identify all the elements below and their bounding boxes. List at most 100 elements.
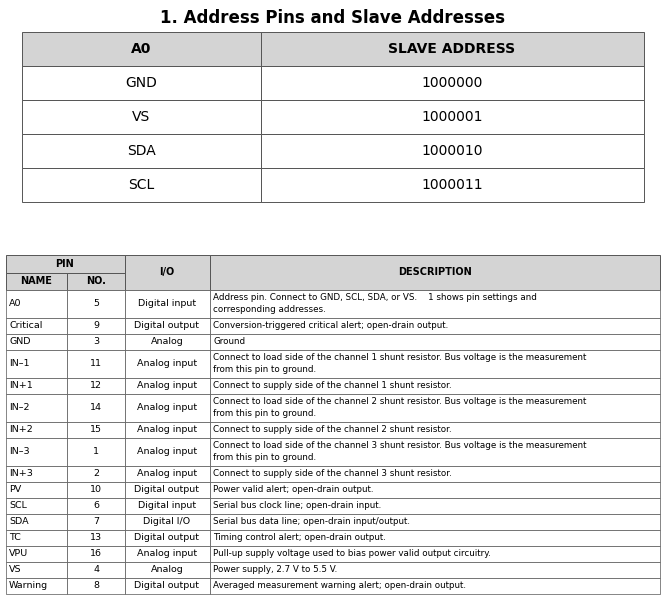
- Text: Ground: Ground: [213, 337, 245, 346]
- Text: Analog input: Analog input: [137, 403, 197, 412]
- Text: TC: TC: [9, 533, 21, 542]
- Bar: [6, 438, 67, 466]
- Text: Conversion-triggered critical alert; open-drain output.: Conversion-triggered critical alert; ope…: [213, 321, 448, 331]
- Text: Connect to load side of the channel 3 shunt resistor. Bus voltage is the measure: Connect to load side of the channel 3 sh…: [213, 442, 587, 451]
- Bar: [22, 66, 261, 100]
- Bar: [125, 318, 210, 334]
- Bar: [6, 530, 67, 546]
- Bar: [125, 438, 210, 466]
- Bar: [67, 350, 125, 378]
- Bar: [67, 466, 125, 482]
- Bar: [261, 100, 644, 134]
- Bar: [261, 134, 644, 168]
- Bar: [22, 168, 261, 202]
- Bar: [125, 530, 210, 546]
- Text: 1. Address Pins and Slave Addresses: 1. Address Pins and Slave Addresses: [161, 9, 505, 27]
- Text: Digital I/O: Digital I/O: [143, 517, 190, 526]
- Text: Analog: Analog: [151, 566, 183, 575]
- Bar: [67, 290, 125, 318]
- Text: Digital output: Digital output: [135, 533, 200, 542]
- Bar: [67, 334, 125, 350]
- Text: VS: VS: [9, 566, 21, 575]
- Bar: [125, 334, 210, 350]
- Bar: [125, 350, 210, 378]
- Bar: [261, 168, 644, 202]
- Text: Digital output: Digital output: [135, 582, 200, 591]
- Text: 1000010: 1000010: [422, 144, 483, 158]
- Text: PIN: PIN: [56, 259, 75, 269]
- Bar: [22, 32, 261, 66]
- Bar: [210, 318, 660, 334]
- Text: PV: PV: [9, 486, 21, 495]
- Text: Connect to supply side of the channel 1 shunt resistor.: Connect to supply side of the channel 1 …: [213, 381, 452, 390]
- Bar: [125, 578, 210, 594]
- Bar: [210, 378, 660, 394]
- Text: Analog input: Analog input: [137, 426, 197, 434]
- Text: DESCRIPTION: DESCRIPTION: [398, 267, 472, 277]
- Text: SLAVE ADDRESS: SLAVE ADDRESS: [388, 42, 515, 56]
- Text: IN–1: IN–1: [9, 359, 29, 368]
- Bar: [125, 378, 210, 394]
- Bar: [210, 438, 660, 466]
- Bar: [67, 578, 125, 594]
- Bar: [125, 482, 210, 498]
- Text: 12: 12: [90, 381, 102, 390]
- Bar: [210, 255, 660, 290]
- Text: Connect to load side of the channel 2 shunt resistor. Bus voltage is the measure: Connect to load side of the channel 2 sh…: [213, 398, 586, 406]
- Bar: [6, 318, 67, 334]
- Text: Serial bus clock line; open-drain input.: Serial bus clock line; open-drain input.: [213, 501, 381, 511]
- Bar: [67, 514, 125, 530]
- Bar: [67, 438, 125, 466]
- Bar: [125, 422, 210, 438]
- Text: SCL: SCL: [128, 178, 154, 192]
- Bar: [210, 350, 660, 378]
- Bar: [67, 530, 125, 546]
- Bar: [125, 394, 210, 422]
- Text: 1000000: 1000000: [422, 76, 483, 90]
- Text: 4: 4: [93, 566, 99, 575]
- Text: 16: 16: [90, 550, 102, 558]
- Text: SCL: SCL: [9, 501, 27, 511]
- Text: Analog input: Analog input: [137, 550, 197, 558]
- Bar: [210, 482, 660, 498]
- Bar: [210, 466, 660, 482]
- Text: Address pin. Connect to GND, SCL, SDA, or VS.    1 shows pin settings and: Address pin. Connect to GND, SCL, SDA, o…: [213, 293, 537, 303]
- Text: A0: A0: [9, 300, 21, 309]
- Text: 1000011: 1000011: [421, 178, 483, 192]
- Text: Pull-up supply voltage used to bias power valid output circuitry.: Pull-up supply voltage used to bias powe…: [213, 550, 491, 558]
- Text: VPU: VPU: [9, 550, 28, 558]
- Bar: [6, 334, 67, 350]
- Bar: [6, 273, 67, 290]
- Text: Serial bus data line; open-drain input/output.: Serial bus data line; open-drain input/o…: [213, 517, 410, 526]
- Bar: [67, 482, 125, 498]
- Text: Power valid alert; open-drain output.: Power valid alert; open-drain output.: [213, 486, 374, 495]
- Bar: [6, 514, 67, 530]
- Text: 13: 13: [90, 533, 102, 542]
- Bar: [210, 578, 660, 594]
- Text: 2: 2: [93, 470, 99, 479]
- Bar: [67, 546, 125, 562]
- Bar: [67, 394, 125, 422]
- Text: Connect to supply side of the channel 3 shunt resistor.: Connect to supply side of the channel 3 …: [213, 470, 452, 479]
- Bar: [67, 498, 125, 514]
- Bar: [125, 255, 210, 290]
- Bar: [6, 422, 67, 438]
- Text: NAME: NAME: [20, 276, 52, 286]
- Bar: [6, 562, 67, 578]
- Text: from this pin to ground.: from this pin to ground.: [213, 365, 316, 374]
- Bar: [125, 514, 210, 530]
- Text: Warning: Warning: [9, 582, 48, 591]
- Text: 1000001: 1000001: [422, 110, 483, 124]
- Bar: [6, 378, 67, 394]
- Text: Digital output: Digital output: [135, 486, 200, 495]
- Text: NO.: NO.: [86, 276, 106, 286]
- Text: Analog input: Analog input: [137, 448, 197, 457]
- Text: A0: A0: [131, 42, 151, 56]
- Bar: [6, 394, 67, 422]
- Text: 3: 3: [93, 337, 99, 346]
- Bar: [6, 466, 67, 482]
- Text: from this pin to ground.: from this pin to ground.: [213, 409, 316, 418]
- Bar: [210, 334, 660, 350]
- Text: 1: 1: [93, 448, 99, 457]
- Bar: [210, 530, 660, 546]
